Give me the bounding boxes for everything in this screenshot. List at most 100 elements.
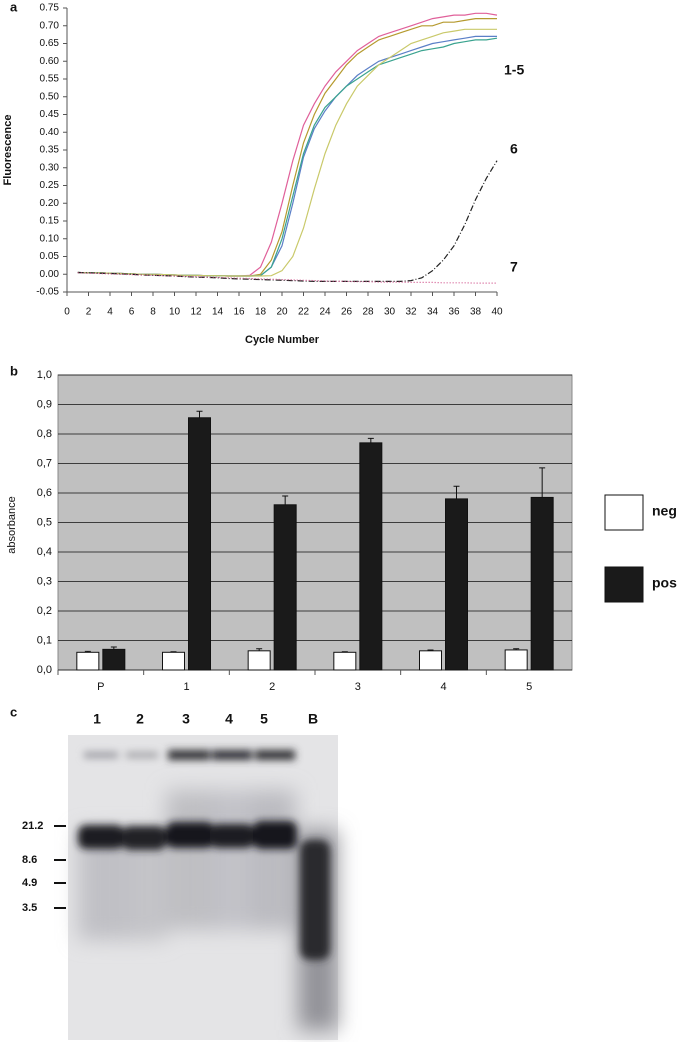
y-tick-label: 0,0	[37, 664, 52, 676]
y-tick-label: 0,9	[37, 398, 52, 410]
y-tick-label: 0.75	[40, 3, 60, 14]
curve	[77, 272, 497, 284]
x-tick-label: 3	[355, 681, 361, 693]
marker-label: 4.9	[22, 877, 37, 889]
panel-label: c	[10, 704, 17, 719]
y-tick-label: 0.55	[40, 74, 60, 85]
gel-panel: c 1 2 3 4 5 B 21.2 8.6 4.9 3.5	[10, 704, 338, 1040]
y-tick-label: 0.20	[40, 198, 60, 209]
error-bar	[256, 648, 263, 651]
x-tick-label: 4	[107, 307, 113, 318]
x-tick-label: 2	[86, 307, 92, 318]
bar	[188, 417, 211, 671]
error-bar	[196, 410, 203, 418]
y-tick-label: 0.65	[40, 38, 60, 49]
y-tick-label: 0,6	[37, 487, 52, 499]
x-tick-label: 40	[491, 307, 503, 318]
x-tick-label: 18	[255, 307, 267, 318]
x-tick-label: 24	[319, 307, 331, 318]
lane-label: 2	[136, 711, 144, 727]
x-tick-label: 34	[427, 307, 439, 318]
marker-label: 21.2	[22, 820, 43, 832]
x-tick-label: 8	[150, 307, 156, 318]
y-tick-label: 0.45	[40, 109, 60, 120]
bar	[530, 496, 554, 671]
x-tick-label: 16	[233, 307, 245, 318]
lane-label: 4	[225, 711, 233, 727]
y-tick-label: 1,0	[37, 369, 52, 381]
x-tick-label: 0	[64, 307, 70, 318]
y-tick-label: 0.25	[40, 180, 60, 191]
x-tick-label: 6	[129, 307, 135, 318]
x-tick-label: 20	[276, 307, 288, 318]
curve-annotation: 1-5	[504, 62, 524, 78]
curve-annotation: 6	[510, 141, 518, 157]
bar	[162, 651, 185, 671]
error-bar	[84, 650, 91, 653]
x-tick-label: P	[97, 681, 104, 693]
bar	[273, 504, 297, 671]
lane-label: B	[308, 711, 318, 727]
y-axis-title: absorbance	[6, 496, 18, 554]
y-tick-label: -0.05	[36, 287, 59, 298]
error-bar	[170, 651, 177, 653]
x-tick-label: 5	[526, 681, 532, 693]
bar	[247, 650, 271, 671]
x-tick-label: 32	[405, 307, 417, 318]
bar	[76, 651, 100, 671]
y-axis-title: Fluorescence	[2, 115, 14, 186]
error-bar	[427, 649, 434, 651]
x-tick-label: 14	[212, 307, 224, 318]
lane-label: 5	[260, 711, 268, 727]
error-bar	[453, 485, 460, 499]
lane-label: 1	[93, 711, 101, 727]
y-tick-label: 0.70	[40, 20, 60, 31]
bar	[419, 650, 442, 671]
y-tick-label: 0.60	[40, 56, 60, 67]
error-bar	[367, 437, 374, 443]
curve	[77, 35, 497, 277]
legend-swatch	[604, 566, 644, 603]
y-tick-label: 0,2	[37, 605, 52, 617]
x-tick-label: 30	[384, 307, 396, 318]
error-bar	[110, 646, 117, 650]
x-tick-label: 28	[362, 307, 374, 318]
gel-bands	[78, 750, 330, 960]
y-tick-label: 0,1	[37, 634, 52, 646]
y-tick-label: 0,8	[37, 428, 52, 440]
error-bar	[341, 651, 348, 653]
y-tick-label: 0.15	[40, 216, 60, 227]
y-tick-label: 0,4	[37, 546, 52, 558]
x-tick-label: 1	[183, 681, 189, 693]
curve	[77, 37, 498, 277]
bar	[445, 498, 468, 671]
y-tick-label: 0.05	[40, 251, 60, 262]
panel-label: b	[10, 363, 18, 378]
y-tick-label: 0.30	[40, 162, 60, 173]
y-tick-label: 0,7	[37, 457, 52, 469]
y-tick-label: 0.50	[40, 91, 60, 102]
legend-label: neg	[652, 503, 677, 519]
y-tick-label: 0,5	[37, 516, 52, 528]
bar	[359, 442, 383, 671]
x-tick-label: 22	[298, 307, 310, 318]
y-tick-label: 0,3	[37, 575, 52, 587]
y-tick-label: 0.10	[40, 233, 60, 244]
curve	[77, 28, 497, 277]
x-axis-title: Cycle Number	[245, 334, 320, 346]
x-tick-label: 36	[448, 307, 460, 318]
x-tick-label: 12	[190, 307, 202, 318]
lane-label: 3	[182, 711, 190, 727]
curve	[77, 12, 498, 277]
x-tick-label: 10	[169, 307, 181, 318]
x-tick-label: 38	[470, 307, 482, 318]
y-tick-label: 0.00	[40, 269, 60, 280]
error-bar	[282, 495, 289, 505]
legend-swatch	[604, 494, 644, 531]
y-tick-label: 0.35	[40, 145, 60, 156]
bar	[333, 651, 357, 671]
bar	[102, 648, 126, 671]
x-tick-label: 2	[269, 681, 275, 693]
x-tick-label: 4	[440, 681, 446, 693]
